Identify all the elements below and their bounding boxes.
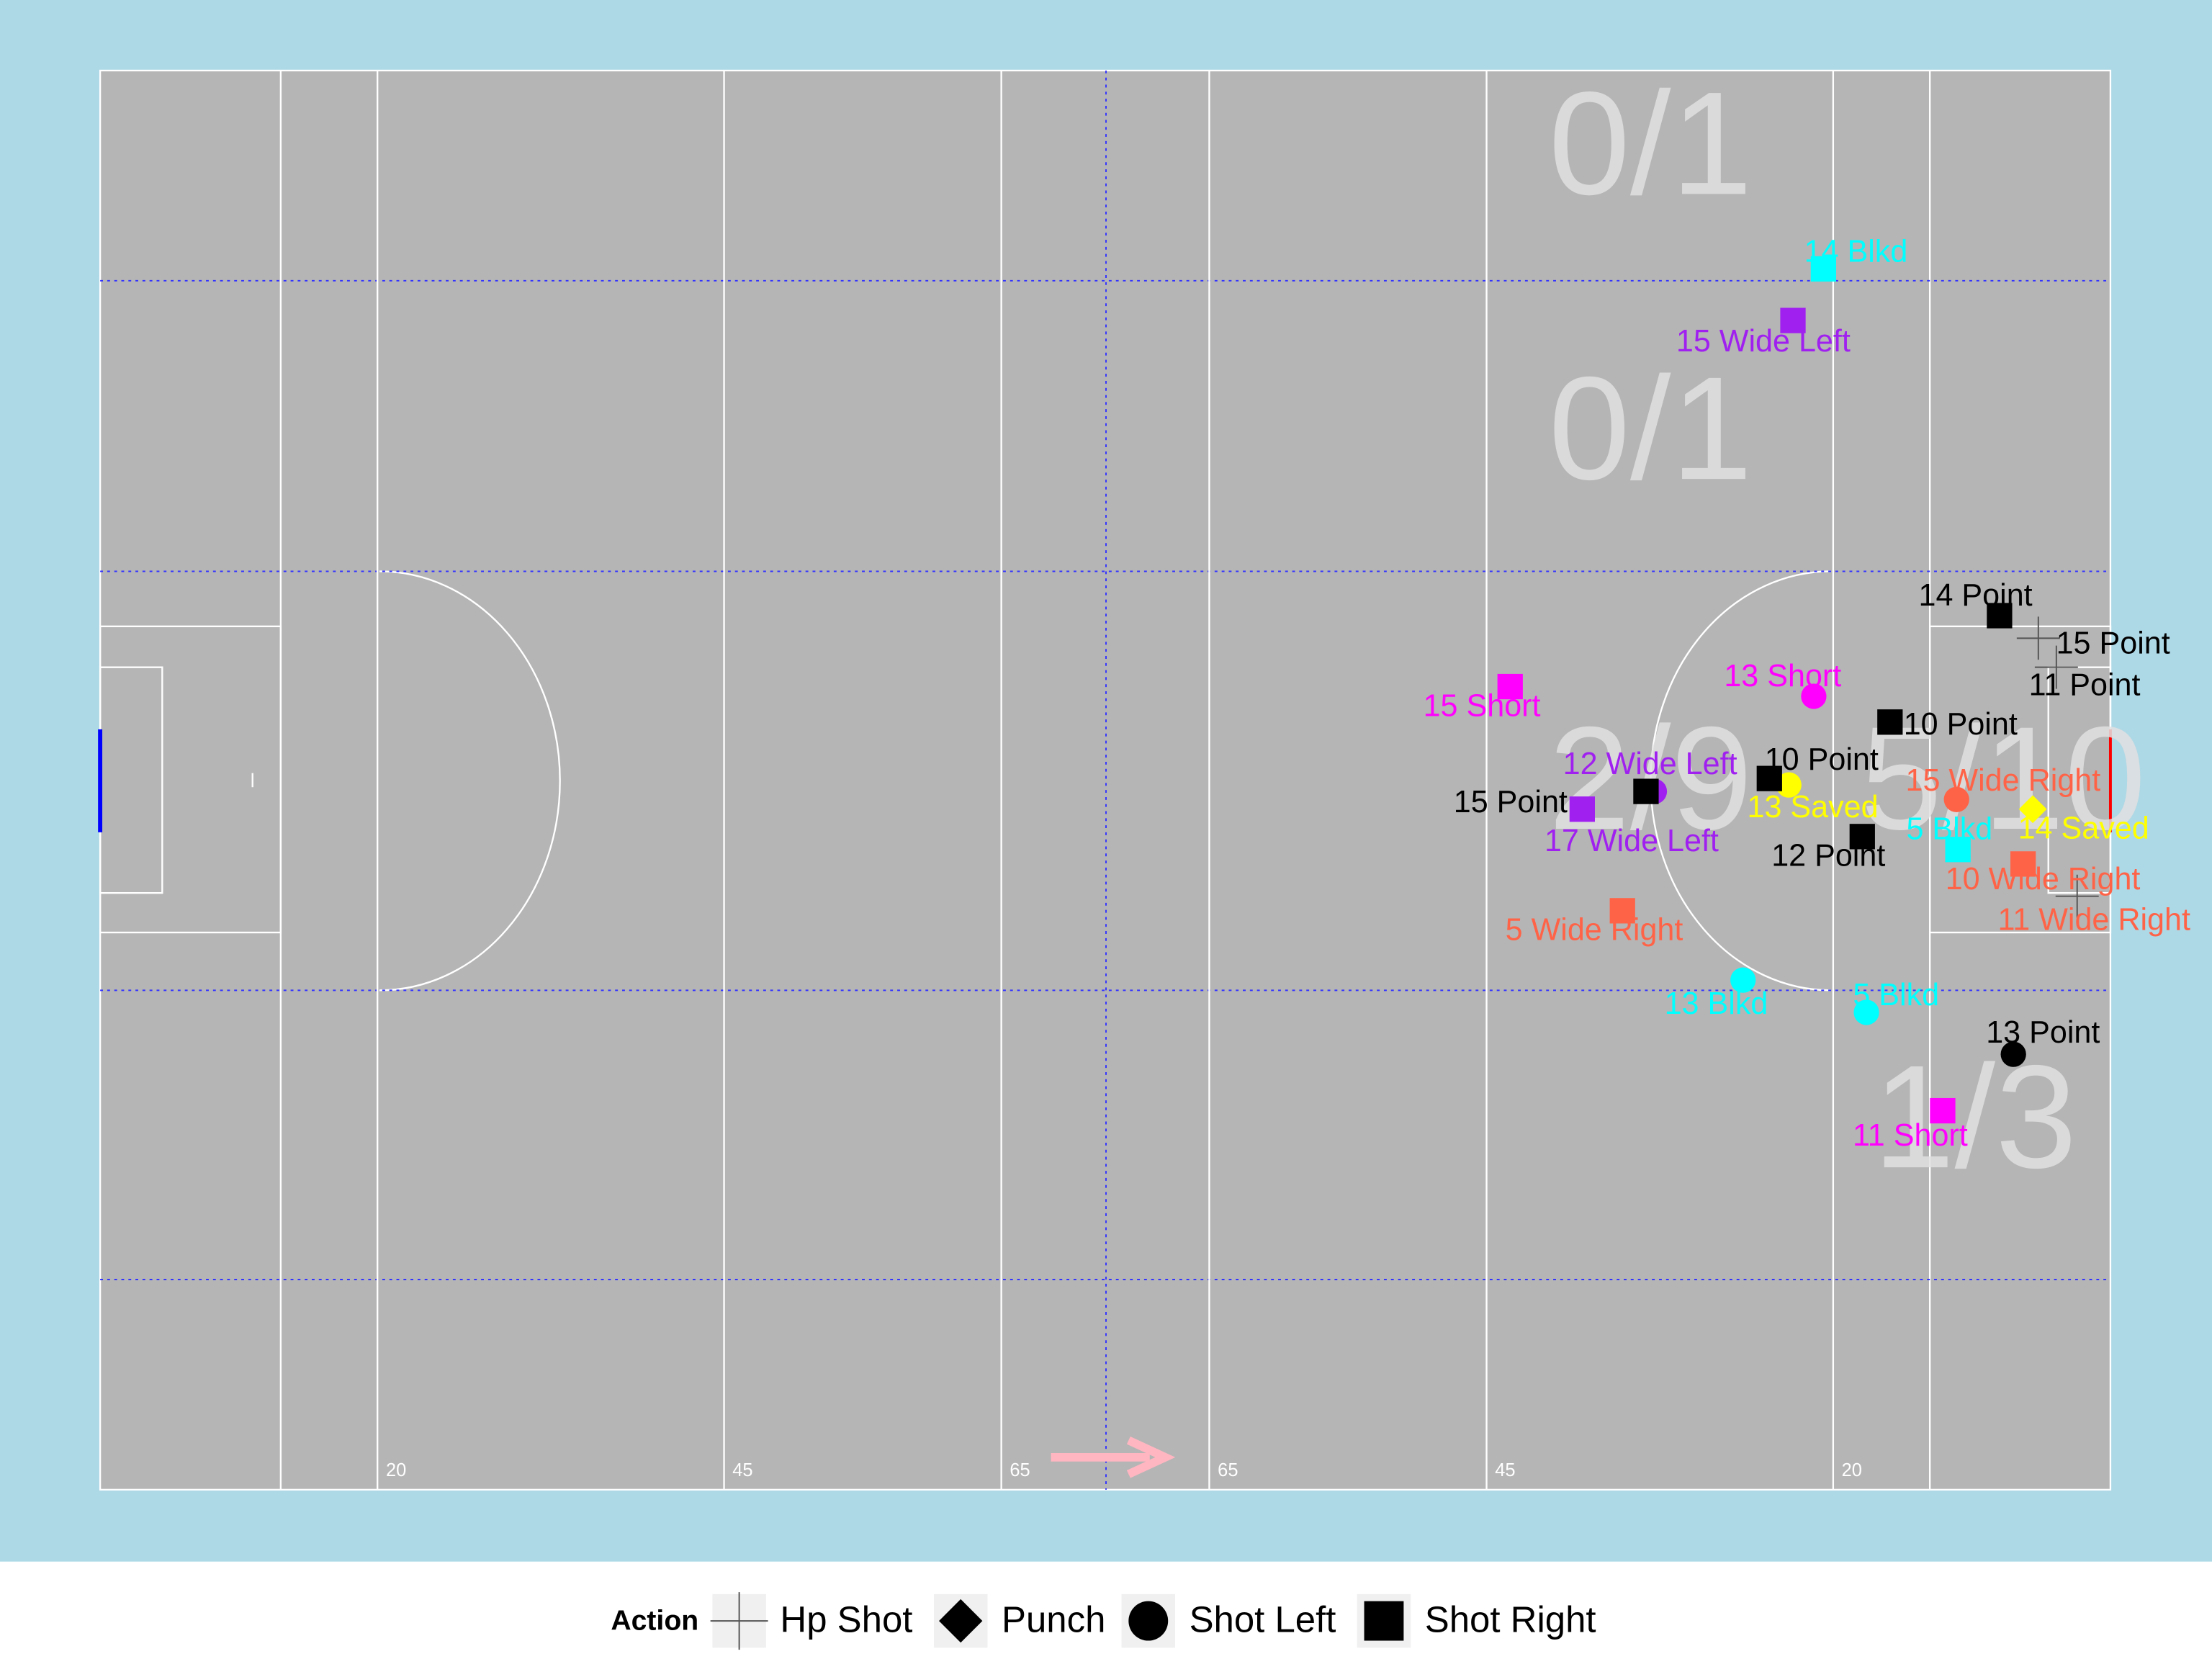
point-label: 14 Saved <box>2018 811 2149 846</box>
x-tick-label: 20 <box>1842 1460 1862 1480</box>
point-label: 11 Short <box>1853 1118 1968 1153</box>
point-label: 15 Wide Right <box>1906 763 2101 798</box>
point-label: 13 Blkd <box>1665 986 1768 1021</box>
point-label: 5 Blkd <box>1853 978 1939 1012</box>
point-label: 13 Saved <box>1747 790 1878 824</box>
direction-arrow <box>1051 1436 1176 1478</box>
legend-label: Hp Shot <box>780 1599 912 1640</box>
marks: 15 Point 11 Point 11 Wide Right 14 Saved 13 … <box>1424 234 2190 1153</box>
zone-annotation: 0/1 <box>1549 62 1753 225</box>
circle-marker <box>1853 999 1879 1025</box>
x-tick-label: 65 <box>1010 1460 1030 1480</box>
square-marker <box>1877 709 1903 735</box>
x-tick-label: 45 <box>1495 1460 1515 1480</box>
point-label: 15 Point <box>2056 626 2170 661</box>
point-label: 15 Point <box>1454 785 1568 819</box>
legend: Action Hp Shot Punch Shot Left Shot Right <box>611 1592 1596 1650</box>
point-label: 5 Blkd <box>1906 812 1992 847</box>
point-label: 14 Point <box>1919 578 2033 613</box>
legend-title: Action <box>611 1605 698 1636</box>
pitch: 20 45 65 65 45 20 <box>98 69 2112 1491</box>
point-label: 12 Wide Left <box>1563 747 1737 781</box>
square-marker <box>2010 851 2036 877</box>
square-marker <box>1849 824 1875 850</box>
circle-marker <box>2000 1041 2026 1067</box>
point-label: 13 Point <box>1986 1015 2100 1050</box>
square-marker <box>1987 603 2013 629</box>
point-label: 10 Wide Right <box>1946 862 2141 896</box>
x-tick-label: 20 <box>386 1460 406 1480</box>
x-tick-label: 45 <box>732 1460 752 1480</box>
square-marker <box>1364 1601 1404 1641</box>
plus-marker <box>2034 645 2078 689</box>
arc <box>379 570 561 992</box>
point-label: 11 Wide Right <box>1998 902 2190 937</box>
circle-marker <box>1128 1601 1169 1641</box>
zone-annotation: 0/1 <box>1549 347 1753 511</box>
point-label: 10 Point <box>1765 742 1879 777</box>
point-label: 14 Blkd <box>1804 234 1908 269</box>
zone-annotation: 2/9 <box>1549 697 1753 860</box>
point-label: 15 Short <box>1424 688 1541 723</box>
legend-background <box>0 1561 2212 1659</box>
annotations: 0/1 0/1 2/9 5/10 1/3 <box>1549 62 2146 1199</box>
square-marker <box>1633 778 1659 804</box>
plus-marker <box>2055 874 2099 918</box>
square-marker <box>1780 307 1806 333</box>
square-marker <box>1569 796 1595 822</box>
diamond-marker <box>2018 795 2047 824</box>
plus-marker <box>710 1592 768 1650</box>
square-marker <box>1810 256 1837 282</box>
legend-label: Shot Left <box>1190 1599 1336 1640</box>
square-marker <box>1609 898 1635 924</box>
point-label: 10 Point <box>1904 707 2018 742</box>
circle-marker <box>1801 683 1827 709</box>
circle-marker <box>1776 772 1802 798</box>
x-tick-label: 65 <box>1218 1460 1238 1480</box>
circle-marker <box>1943 786 1969 812</box>
plus-marker <box>2016 616 2060 660</box>
zone-annotation: 5/10 <box>1861 697 2146 860</box>
legend-label: Punch <box>1002 1599 1105 1640</box>
point-label: 15 Wide Left <box>1676 324 1851 359</box>
square-marker <box>1497 673 1523 700</box>
square-marker <box>1945 837 1971 863</box>
diamond-marker <box>939 1599 983 1643</box>
zone-annotation: 1/3 <box>1873 1035 2077 1199</box>
point-label: 11 Point <box>2029 667 2141 702</box>
square-marker <box>1756 765 1782 791</box>
point-label: 17 Wide Left <box>1545 824 1719 858</box>
legend-label: Shot Right <box>1425 1599 1596 1640</box>
point-label: 5 Wide Right <box>1506 913 1683 948</box>
square-marker <box>1930 1097 1956 1124</box>
circle-marker <box>1730 967 1756 993</box>
point-label: 13 Short <box>1724 659 1841 693</box>
point-label: 12 Point <box>1771 839 1885 873</box>
